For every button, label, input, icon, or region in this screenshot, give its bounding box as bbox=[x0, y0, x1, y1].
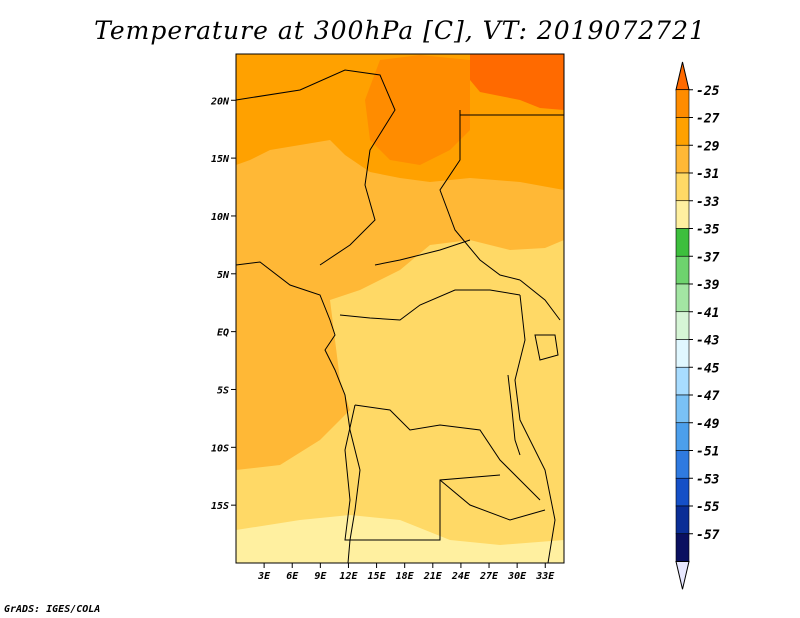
lon-tick-label: 12E bbox=[339, 571, 358, 582]
lon-tick-label: 30E bbox=[507, 571, 527, 582]
map-title: Temperature at 300hPa [C], VT: 201907272… bbox=[94, 16, 706, 45]
colorbar-swatch bbox=[675, 144, 690, 174]
colorbar-label: -25 bbox=[696, 84, 720, 99]
colorbar-label: -35 bbox=[696, 223, 720, 238]
colorbar-top-arrow bbox=[675, 61, 690, 91]
colorbar-swatch bbox=[675, 477, 690, 507]
border-sudan bbox=[460, 114, 564, 321]
colorbar-swatch bbox=[675, 255, 690, 285]
colorbar: -25 -27 -29 -31 -33 -35 -37 -39 -41 -43 -45 -47 -49 -… bbox=[675, 61, 720, 590]
colorbar-swatch bbox=[675, 172, 690, 202]
colorbar-label: -53 bbox=[696, 472, 720, 487]
colorbar-label: -43 bbox=[696, 334, 720, 349]
lon-tick-label: 33E bbox=[535, 571, 555, 582]
border-congo bbox=[339, 289, 521, 321]
colorbar-label: -27 bbox=[696, 112, 720, 127]
colorbar-swatch bbox=[675, 533, 690, 562]
band-nw-patch bbox=[365, 55, 470, 165]
colorbar-label: -47 bbox=[696, 389, 720, 404]
lon-tick-label: 6E bbox=[286, 571, 299, 582]
coastline-west bbox=[236, 261, 361, 563]
colorbar-label: -37 bbox=[696, 250, 720, 265]
colorbar-bottom-arrow bbox=[675, 561, 690, 590]
colorbar-swatch bbox=[675, 311, 690, 340]
lat-tick-label: 15S bbox=[211, 501, 229, 512]
colorbar-label: -57 bbox=[696, 528, 720, 543]
lat-tick-label: 10S bbox=[211, 443, 229, 454]
colorbar-swatch bbox=[675, 505, 690, 535]
colorbar-swatch bbox=[675, 200, 690, 229]
colorbar-swatch bbox=[675, 228, 690, 257]
colorbar-swatch bbox=[675, 422, 690, 451]
border-zambia bbox=[439, 479, 546, 521]
colorbar-label: -39 bbox=[696, 278, 720, 293]
lon-axis: 3E 6E 9E 12E 15E 18E 21E 24E 27E 30E 33E bbox=[257, 563, 555, 582]
colorbar-swatch bbox=[675, 450, 690, 479]
colorbar-label: -49 bbox=[696, 417, 720, 432]
lat-tick-label: 5S bbox=[217, 385, 229, 396]
band-northeast bbox=[470, 54, 564, 110]
lake-tanganyika bbox=[507, 374, 521, 456]
lat-tick-label: 5N bbox=[217, 270, 230, 281]
colorbar-swatch bbox=[675, 394, 690, 424]
colorbar-label: -31 bbox=[696, 167, 719, 182]
lat-axis: 20N 15N 10N 5N EQ 5S 10S 15S bbox=[210, 96, 236, 512]
colorbar-label: -55 bbox=[696, 500, 720, 515]
lat-tick-label: 15N bbox=[211, 154, 230, 165]
lon-tick-label: 15E bbox=[368, 571, 387, 582]
lon-tick-label: 18E bbox=[396, 571, 415, 582]
lon-tick-label: 3E bbox=[257, 571, 271, 582]
colorbar-swatch bbox=[675, 366, 690, 396]
colorbar-swatch bbox=[675, 117, 690, 146]
colorbar-label: -51 bbox=[696, 445, 719, 460]
map-frame bbox=[235, 53, 565, 564]
lon-tick-label: 9E bbox=[314, 571, 327, 582]
border-chad bbox=[439, 110, 521, 281]
border-drc bbox=[354, 404, 541, 501]
country-borders bbox=[236, 69, 564, 563]
lon-tick-label: 27E bbox=[479, 571, 499, 582]
colorbar-swatch bbox=[675, 283, 690, 313]
band-central bbox=[236, 240, 564, 563]
lon-tick-label: 24E bbox=[451, 571, 471, 582]
border-car bbox=[374, 239, 471, 266]
colorbar-label: -29 bbox=[696, 139, 720, 154]
border-north bbox=[236, 69, 396, 266]
border-east bbox=[514, 294, 556, 563]
lat-tick-label: EQ bbox=[217, 328, 229, 339]
credit-text: GrADS: IGES/COLA bbox=[4, 604, 101, 615]
lat-tick-label: 10N bbox=[211, 212, 230, 223]
lake-victoria bbox=[534, 334, 559, 361]
colorbar-label: -41 bbox=[696, 306, 719, 321]
colorbar-swatch bbox=[675, 339, 690, 368]
lat-tick-label: 20N bbox=[210, 96, 230, 107]
colorbar-swatch bbox=[675, 89, 690, 118]
colorbar-label: -45 bbox=[696, 361, 720, 376]
temperature-field bbox=[236, 54, 564, 563]
band-south bbox=[236, 515, 564, 563]
colorbar-label: -33 bbox=[696, 195, 720, 210]
lon-tick-label: 21E bbox=[423, 571, 443, 582]
